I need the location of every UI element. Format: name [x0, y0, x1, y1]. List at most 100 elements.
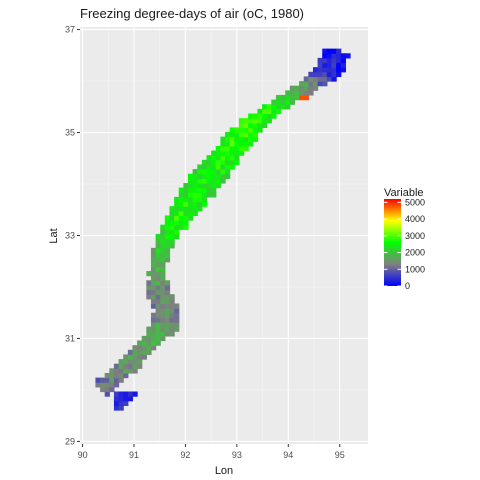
heatmap-cell: [104, 372, 110, 379]
heatmap-cell: [146, 284, 152, 291]
heatmap-cell: [132, 363, 138, 369]
heatmap-cell: [113, 405, 120, 411]
heatmap-cell: [197, 169, 203, 175]
heatmap-cell: [243, 132, 249, 138]
heatmap-cell: [215, 169, 221, 175]
heatmap-cell: [340, 62, 346, 68]
heatmap-cell: [132, 345, 138, 351]
heatmap-cell: [234, 155, 240, 161]
heatmap-cell: [150, 321, 157, 328]
heatmap-cell: [201, 169, 208, 175]
heatmap-cell: [211, 178, 217, 184]
heatmap-cell: [174, 196, 180, 203]
heatmap-cell: [252, 118, 259, 124]
heatmap-cell: [234, 141, 240, 147]
heatmap-cell: [262, 113, 268, 119]
heatmap-cell: [113, 368, 120, 374]
heatmap-cell: [188, 196, 194, 203]
y-tick-label: 29: [65, 436, 75, 446]
heatmap-cell: [225, 159, 231, 166]
heatmap-cell: [188, 178, 194, 184]
heatmap-cell: [322, 76, 328, 82]
heatmap-cell: [252, 127, 259, 133]
heatmap-cell: [234, 132, 240, 138]
heatmap-cell: [201, 159, 208, 166]
heatmap-cell: [238, 141, 245, 147]
heatmap-cell: [275, 94, 282, 101]
heatmap-cell: [160, 229, 166, 235]
heatmap-cell: [225, 164, 231, 170]
heatmap-cell: [160, 280, 166, 286]
heatmap-cell: [266, 104, 272, 110]
heatmap-cell: [280, 104, 286, 110]
heatmap-cell: [201, 192, 208, 198]
heatmap-cell: [192, 206, 198, 212]
heatmap-cell: [146, 340, 152, 346]
heatmap-cell: [100, 377, 106, 383]
heatmap-cell: [345, 53, 351, 59]
heatmap-cell: [169, 308, 175, 314]
heatmap-cell: [234, 136, 240, 142]
heatmap-cell: [123, 396, 129, 402]
heatmap-cell: [220, 141, 226, 147]
heatmap-cell: [146, 345, 152, 351]
heatmap-cell: [164, 294, 171, 300]
heatmap-cell: [285, 99, 291, 105]
heatmap-cell: [188, 173, 194, 179]
legend-tick-label: 4000: [405, 214, 425, 224]
legend-tick-label: 5000: [405, 197, 425, 207]
heatmap-cell: [123, 368, 129, 374]
heatmap-cell: [326, 71, 333, 78]
heatmap-cell: [285, 104, 291, 110]
heatmap-cell: [299, 85, 305, 91]
heatmap-cell: [174, 326, 180, 332]
heatmap-cell: [238, 127, 245, 133]
heatmap-cell: [164, 229, 171, 235]
heatmap-cell: [137, 349, 143, 356]
heatmap-cell: [303, 81, 309, 87]
heatmap-cell: [303, 76, 309, 82]
heatmap-cell: [164, 312, 171, 318]
heatmap-cell: [312, 71, 319, 78]
heatmap-cell: [317, 57, 323, 64]
heatmap-cell: [164, 331, 171, 337]
heatmap-cell: [201, 164, 208, 170]
heatmap-cell: [174, 317, 180, 323]
y-tick-label: 33: [65, 231, 75, 241]
heatmap-cell: [160, 326, 166, 332]
heatmap-cell: [169, 210, 175, 217]
heatmap-cell: [262, 122, 268, 128]
heatmap-cell: [303, 85, 309, 91]
heatmap-cell: [113, 382, 120, 388]
heatmap-cell: [174, 312, 180, 318]
heatmap-cell: [146, 331, 152, 337]
heatmap-cell: [178, 220, 184, 226]
heatmap-cell: [192, 169, 198, 175]
heatmap-cell: [150, 289, 157, 295]
heatmap-cell: [201, 178, 208, 184]
heatmap-cell: [150, 331, 157, 337]
heatmap-cell: [289, 85, 296, 91]
heatmap-cell: [164, 321, 171, 328]
heatmap-cell: [211, 182, 217, 189]
heatmap-cell: [127, 359, 134, 365]
legend-title: Variable: [384, 187, 424, 199]
heatmap-cell: [160, 335, 166, 342]
grid-major: [80, 27, 368, 444]
heatmap-cell: [340, 57, 346, 64]
heatmap-cell: [118, 400, 124, 406]
heatmap-cell: [160, 303, 166, 309]
heatmap-cell: [169, 233, 175, 240]
heatmap-cell: [192, 173, 198, 179]
heatmap-cell: [192, 182, 198, 189]
heatmap-cell: [238, 150, 245, 156]
heatmap-cell: [155, 284, 161, 291]
heatmap-cell: [178, 210, 184, 217]
heatmap-cell: [123, 391, 129, 397]
heatmap-cell: [174, 321, 180, 328]
x-axis-label: Lon: [215, 465, 233, 477]
heatmap-cell: [150, 303, 157, 309]
heatmap-cell: [275, 104, 282, 110]
x-tick-label: 90: [78, 450, 88, 460]
legend-tick-label: 2000: [405, 248, 425, 258]
